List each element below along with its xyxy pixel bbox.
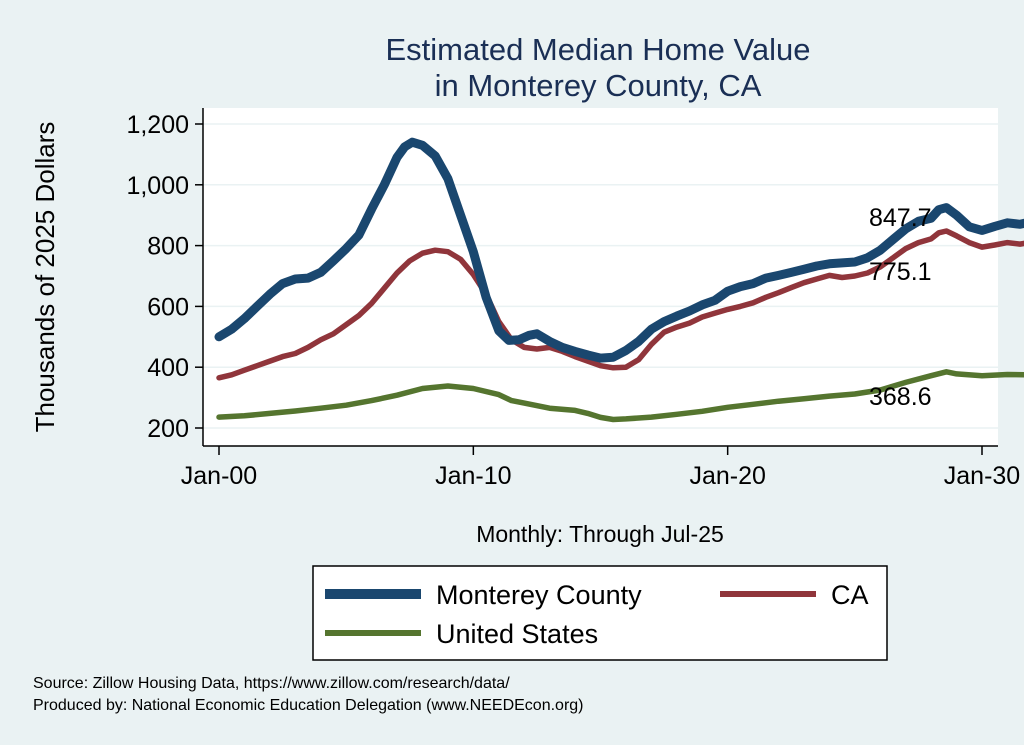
x-ticks: Jan-00 Jan-10 Jan-20 Jan-30 bbox=[181, 446, 1020, 490]
source-line-2: Produced by: National Economic Education… bbox=[33, 697, 584, 714]
x-tick-label-2000: Jan-00 bbox=[181, 462, 257, 490]
end-label-ca: 775.1 bbox=[869, 258, 932, 286]
legend: Monterey County CA United States bbox=[312, 565, 888, 661]
legend-box bbox=[312, 565, 888, 661]
y-tick-label-800: 800 bbox=[147, 233, 189, 261]
x-tick-label-2030: Jan-30 bbox=[944, 462, 1020, 490]
y-axis-label: Thousands of 2025 Dollars bbox=[30, 122, 60, 433]
chart-title-line-2: in Monterey County, CA bbox=[435, 68, 762, 103]
series-lines bbox=[214, 137, 1024, 423]
y-tick-label-1000: 1,000 bbox=[126, 172, 189, 200]
x-axis-label: Monthly: Through Jul-25 bbox=[476, 521, 724, 547]
y-tick-label-400: 400 bbox=[147, 354, 189, 382]
x-tick-label-2010: Jan-10 bbox=[435, 462, 511, 490]
legend-label-us: United States bbox=[436, 619, 598, 649]
y-tick-label-1200: 1,200 bbox=[126, 111, 189, 139]
end-label-united-states: 368.6 bbox=[869, 383, 932, 411]
x-tick-label-2020: Jan-20 bbox=[689, 462, 765, 490]
legend-label-monterey: Monterey County bbox=[436, 580, 642, 610]
series-line-united-states bbox=[216, 369, 1024, 423]
source-line-1: Source: Zillow Housing Data, https://www… bbox=[33, 675, 510, 692]
end-label-monterey-county: 847.7 bbox=[869, 204, 932, 232]
y-ticks: 200 400 600 800 1,000 1,200 bbox=[126, 111, 203, 443]
legend-label-ca: CA bbox=[831, 580, 869, 610]
series-line-ca bbox=[216, 228, 1024, 381]
series-line-monterey-county bbox=[214, 137, 1024, 363]
y-tick-label-200: 200 bbox=[147, 415, 189, 443]
end-labels: 847.7 775.1 368.6 bbox=[869, 204, 932, 411]
chart-title-line-1: Estimated Median Home Value bbox=[385, 32, 810, 67]
y-tick-label-600: 600 bbox=[147, 293, 189, 321]
